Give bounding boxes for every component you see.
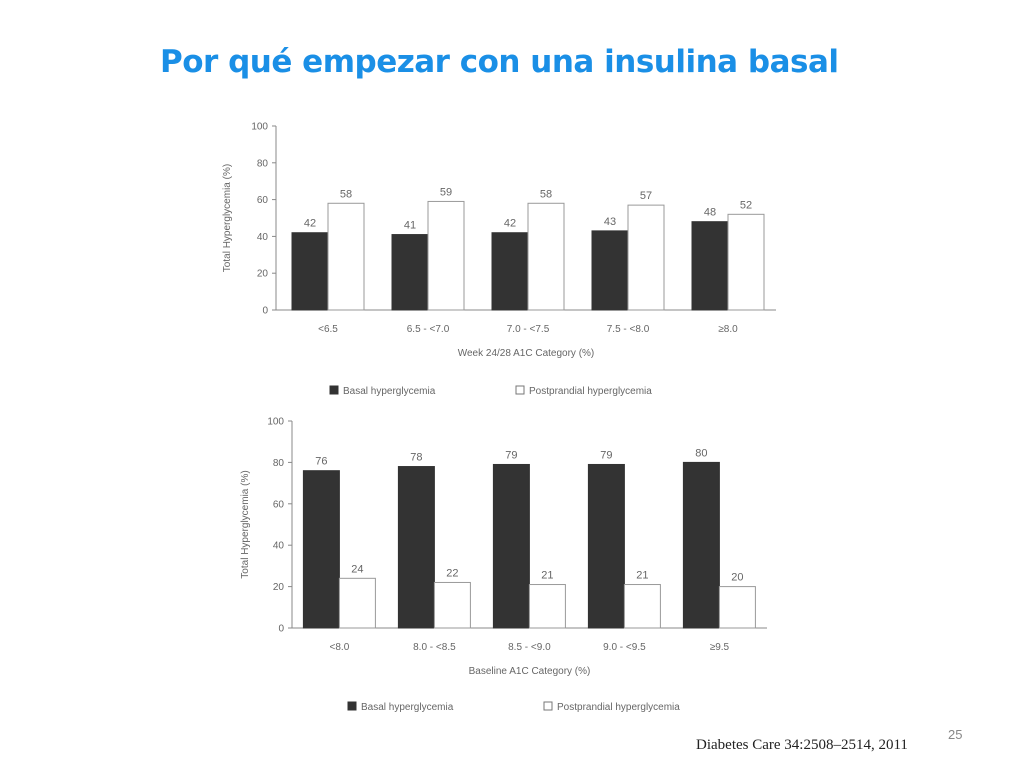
y-tick-label: 20 bbox=[273, 582, 285, 593]
data-label: 59 bbox=[440, 186, 452, 198]
y-tick-label: 80 bbox=[273, 458, 285, 469]
y-tick-label: 100 bbox=[251, 122, 268, 133]
data-label: 41 bbox=[404, 220, 416, 232]
y-tick-label: 60 bbox=[273, 499, 285, 510]
data-label: 52 bbox=[740, 199, 752, 211]
y-tick-label: 40 bbox=[273, 541, 285, 552]
citation: Diabetes Care 34:2508–2514, 2011 bbox=[696, 737, 908, 753]
bar-postprandial bbox=[427, 200, 465, 311]
y-tick-label: 0 bbox=[278, 624, 284, 635]
chart-week-a1c: 0 20 40 60 80 100 Total Hyperglycemia (%) 42 58 <… bbox=[222, 122, 776, 397]
y-axis-label: Total Hyperglycemia (%) bbox=[240, 470, 251, 578]
bar-basal bbox=[302, 470, 340, 629]
bar-basal bbox=[682, 461, 720, 629]
data-label: 22 bbox=[446, 567, 458, 579]
x-axis-label: Week 24/28 A1C Category (%) bbox=[458, 348, 595, 359]
x-tick-label: 7.0 - <7.5 bbox=[507, 324, 550, 335]
page-number: 25 bbox=[948, 727, 963, 742]
legend-label-basal: Basal hyperglycemia bbox=[361, 702, 454, 713]
bar-basal bbox=[291, 232, 329, 311]
data-label: 80 bbox=[695, 447, 707, 459]
x-tick-label: 8.0 - <8.5 bbox=[413, 642, 456, 653]
data-label: 79 bbox=[505, 449, 517, 461]
y-tick-label: 80 bbox=[257, 158, 269, 169]
x-tick-label: <6.5 bbox=[318, 324, 338, 335]
x-tick-label: 8.5 - <9.0 bbox=[508, 642, 551, 653]
bar-basal bbox=[391, 234, 429, 311]
data-label: 48 bbox=[704, 207, 716, 219]
legend-swatch-basal bbox=[347, 701, 357, 711]
data-label: 43 bbox=[604, 216, 616, 228]
data-label: 24 bbox=[351, 563, 363, 575]
y-tick-label: 20 bbox=[257, 269, 269, 280]
data-label: 42 bbox=[304, 218, 316, 230]
data-label: 57 bbox=[640, 190, 652, 202]
bar-postprandial bbox=[627, 204, 665, 311]
data-label: 42 bbox=[504, 218, 516, 230]
chart-baseline-a1c: 0 20 40 60 80 100 Total Hyperglycemia (%) 76 24 <… bbox=[240, 417, 767, 713]
bar-basal bbox=[492, 463, 530, 629]
y-tick-label: 0 bbox=[262, 306, 268, 317]
bar-postprandial bbox=[623, 584, 661, 629]
x-axis-label: Baseline A1C Category (%) bbox=[469, 666, 591, 677]
legend-swatch-postprandial bbox=[543, 701, 553, 711]
bar-postprandial bbox=[433, 581, 471, 629]
data-label: 76 bbox=[315, 456, 327, 468]
y-tick-label: 40 bbox=[257, 232, 269, 243]
data-label: 21 bbox=[541, 570, 553, 582]
legend-swatch-postprandial bbox=[515, 385, 525, 395]
bar-postprandial bbox=[527, 202, 565, 311]
bar-postprandial bbox=[718, 586, 756, 629]
bar-basal bbox=[591, 230, 629, 311]
x-tick-label: 6.5 - <7.0 bbox=[407, 324, 450, 335]
bar-basal bbox=[491, 232, 529, 311]
data-label: 21 bbox=[636, 570, 648, 582]
legend-label-postprandial: Postprandial hyperglycemia bbox=[557, 702, 680, 713]
legend-label-postprandial: Postprandial hyperglycemia bbox=[529, 386, 652, 397]
legend-label-basal: Basal hyperglycemia bbox=[343, 386, 436, 397]
data-label: 78 bbox=[410, 452, 422, 464]
bar-basal bbox=[587, 463, 625, 629]
x-tick-label: ≥8.0 bbox=[718, 324, 738, 335]
y-axis-label: Total Hyperglycemia (%) bbox=[222, 164, 233, 272]
data-label: 20 bbox=[731, 572, 743, 584]
bar-basal bbox=[691, 221, 729, 311]
data-label: 58 bbox=[540, 188, 552, 200]
x-tick-label: ≥9.5 bbox=[710, 642, 730, 653]
x-tick-label: 9.0 - <9.5 bbox=[603, 642, 646, 653]
legend-swatch-basal bbox=[329, 385, 339, 395]
bar-postprandial bbox=[528, 584, 566, 629]
y-tick-label: 100 bbox=[267, 417, 284, 428]
bar-postprandial bbox=[727, 213, 765, 311]
x-tick-label: 7.5 - <8.0 bbox=[607, 324, 650, 335]
slide-title: Por qué empezar con una insulina basal bbox=[160, 44, 839, 80]
data-label: 79 bbox=[600, 449, 612, 461]
bar-basal bbox=[397, 466, 435, 629]
data-label: 58 bbox=[340, 188, 352, 200]
x-tick-label: <8.0 bbox=[330, 642, 350, 653]
bar-postprandial bbox=[327, 202, 365, 311]
bar-postprandial bbox=[338, 577, 376, 629]
y-tick-label: 60 bbox=[257, 195, 269, 206]
